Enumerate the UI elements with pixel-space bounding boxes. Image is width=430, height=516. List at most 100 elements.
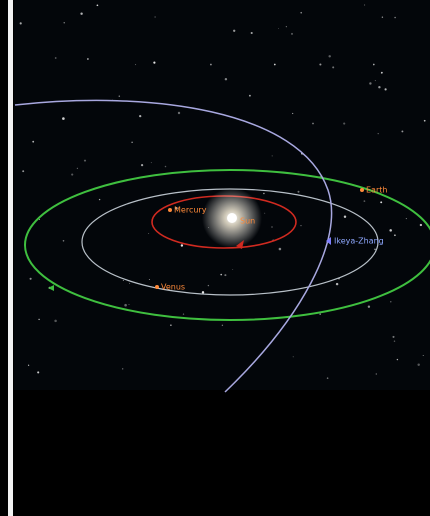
star: [62, 117, 65, 120]
star: [232, 269, 233, 270]
star: [300, 225, 301, 226]
star: [170, 324, 171, 325]
star: [20, 22, 22, 24]
star: [401, 130, 403, 132]
planet-label: Earth: [366, 186, 387, 195]
star: [373, 64, 375, 66]
star: [77, 168, 78, 169]
star: [251, 32, 253, 34]
star: [417, 364, 419, 366]
star: [210, 64, 212, 66]
star: [135, 64, 136, 65]
star: [381, 72, 383, 74]
star: [222, 325, 223, 326]
star: [64, 22, 65, 23]
venus-marker: [155, 285, 159, 289]
star: [122, 368, 123, 369]
star: [151, 162, 152, 163]
star: [224, 274, 226, 276]
star: [378, 86, 380, 88]
star: [123, 280, 124, 281]
star: [183, 313, 184, 314]
star: [343, 123, 345, 125]
planet-label: Sun: [240, 217, 255, 226]
star: [364, 4, 365, 5]
star: [389, 229, 392, 232]
star: [394, 234, 396, 236]
star: [319, 63, 321, 65]
star: [278, 28, 279, 29]
star: [202, 291, 204, 293]
star: [376, 373, 377, 374]
star: [263, 193, 264, 194]
planet-label: Venus: [161, 283, 185, 292]
star: [208, 285, 209, 286]
star: [165, 166, 167, 168]
star: [178, 112, 180, 114]
star: [99, 199, 100, 200]
star: [328, 55, 330, 57]
star: [264, 213, 265, 214]
star: [332, 66, 334, 68]
star: [32, 141, 34, 143]
star: [119, 95, 120, 96]
star: [394, 340, 395, 341]
space-view: Mercury Sun Earth Ikeya-Zhang Venus: [0, 0, 430, 516]
star: [141, 164, 143, 166]
star: [364, 200, 366, 202]
star: [271, 226, 272, 227]
star: [181, 244, 183, 246]
star: [249, 95, 251, 97]
star: [153, 62, 155, 64]
sun: [227, 213, 237, 223]
star: [420, 224, 422, 226]
star: [382, 16, 383, 17]
star: [392, 336, 394, 338]
planet-label: Mercury: [174, 206, 207, 215]
star: [129, 283, 130, 284]
star: [286, 26, 287, 27]
star: [22, 170, 24, 172]
star: [37, 371, 39, 373]
star: [233, 30, 235, 32]
star: [148, 233, 149, 234]
star: [378, 133, 379, 134]
star: [298, 191, 300, 193]
star: [274, 64, 276, 66]
star: [84, 160, 86, 162]
star: [28, 365, 29, 366]
star: [55, 57, 57, 59]
comet-label: Ikeya-Zhang: [334, 237, 384, 246]
star: [291, 33, 293, 35]
earth-marker: [360, 188, 364, 192]
star: [369, 82, 371, 84]
star: [344, 216, 346, 218]
star: [390, 301, 391, 302]
star: [225, 78, 227, 80]
star: [397, 359, 398, 360]
star: [279, 248, 282, 251]
star: [336, 283, 338, 285]
mercury-marker: [168, 208, 172, 212]
star: [394, 17, 396, 19]
star: [80, 12, 82, 14]
star: [149, 279, 150, 280]
star: [312, 123, 314, 125]
star: [129, 304, 130, 305]
star: [131, 142, 132, 143]
left-border: [8, 0, 13, 516]
star: [272, 155, 273, 156]
star: [139, 115, 141, 117]
star: [71, 174, 73, 176]
star: [38, 319, 39, 320]
star: [368, 306, 370, 308]
star: [385, 88, 387, 90]
star: [292, 113, 293, 114]
star: [124, 304, 127, 307]
star: [220, 274, 222, 276]
star: [423, 355, 424, 356]
star: [380, 201, 382, 203]
star: [63, 240, 65, 242]
star: [54, 320, 57, 323]
star: [30, 278, 32, 280]
